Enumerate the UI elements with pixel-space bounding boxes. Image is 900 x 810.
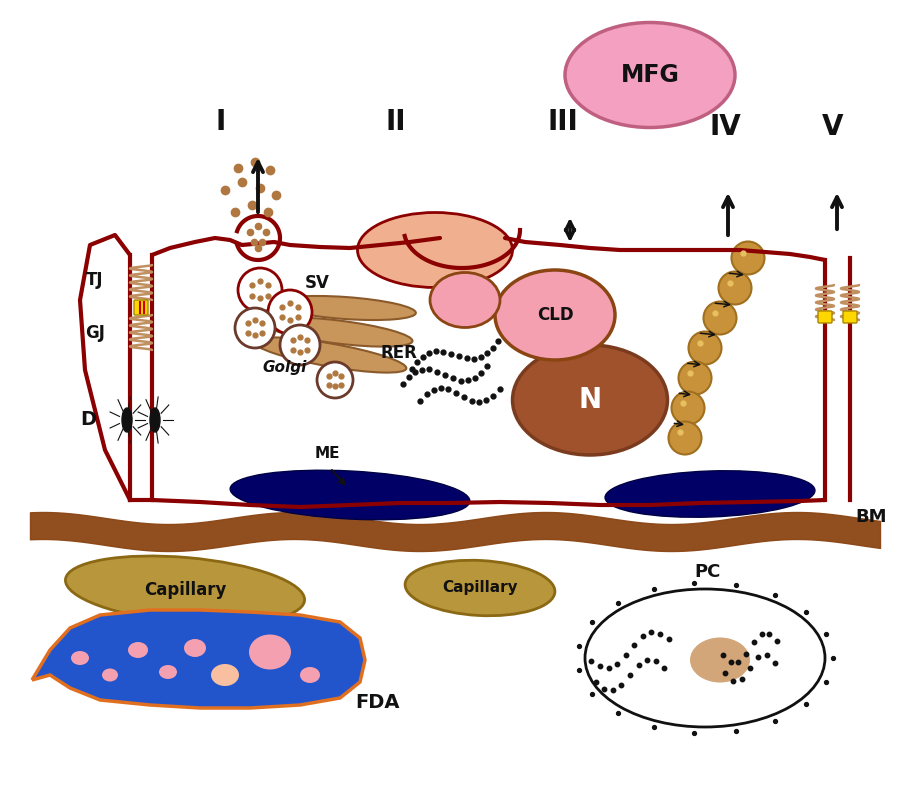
Text: Capillary: Capillary — [442, 581, 518, 595]
Circle shape — [718, 271, 752, 305]
Ellipse shape — [690, 637, 750, 683]
Circle shape — [280, 325, 320, 365]
Text: ME: ME — [315, 446, 340, 461]
Text: FDA: FDA — [355, 693, 400, 712]
Ellipse shape — [71, 651, 89, 665]
Ellipse shape — [405, 561, 555, 616]
Ellipse shape — [512, 345, 668, 455]
Circle shape — [679, 361, 712, 394]
Text: II: II — [385, 108, 406, 136]
Text: Capillary: Capillary — [144, 581, 226, 599]
FancyBboxPatch shape — [843, 311, 857, 323]
PathPatch shape — [32, 610, 365, 708]
Ellipse shape — [357, 212, 512, 288]
Text: III: III — [548, 108, 579, 136]
Circle shape — [732, 241, 764, 275]
Text: Golgi: Golgi — [263, 360, 307, 376]
Ellipse shape — [254, 338, 406, 373]
Ellipse shape — [159, 665, 177, 679]
Ellipse shape — [211, 664, 239, 686]
Text: V: V — [822, 113, 843, 141]
Text: CLD: CLD — [536, 306, 573, 324]
Circle shape — [671, 391, 705, 424]
Text: GJ: GJ — [86, 324, 105, 342]
Ellipse shape — [430, 272, 500, 327]
Ellipse shape — [605, 471, 814, 518]
Circle shape — [688, 331, 722, 364]
Text: MFG: MFG — [621, 63, 680, 87]
Circle shape — [235, 308, 275, 348]
Circle shape — [238, 268, 282, 312]
Text: I: I — [215, 108, 225, 136]
Circle shape — [317, 362, 353, 398]
FancyBboxPatch shape — [134, 300, 148, 315]
Ellipse shape — [128, 642, 148, 658]
Circle shape — [268, 290, 312, 334]
Text: SV: SV — [305, 274, 330, 292]
Text: PC: PC — [695, 563, 721, 581]
Ellipse shape — [122, 408, 132, 432]
Text: IV: IV — [710, 113, 742, 141]
Ellipse shape — [150, 408, 160, 432]
Ellipse shape — [565, 23, 735, 127]
Ellipse shape — [264, 318, 412, 347]
Text: BM: BM — [855, 508, 886, 526]
Text: RER: RER — [380, 344, 417, 362]
Ellipse shape — [102, 668, 118, 681]
Circle shape — [704, 301, 736, 335]
Ellipse shape — [230, 471, 470, 520]
Ellipse shape — [585, 589, 825, 727]
Ellipse shape — [249, 634, 291, 670]
Text: TJ: TJ — [86, 271, 104, 289]
Ellipse shape — [300, 667, 320, 683]
Ellipse shape — [184, 639, 206, 657]
FancyBboxPatch shape — [818, 311, 832, 323]
Text: N: N — [579, 386, 601, 414]
Ellipse shape — [495, 270, 615, 360]
Circle shape — [669, 421, 701, 454]
Ellipse shape — [66, 556, 304, 624]
Ellipse shape — [274, 296, 416, 320]
Text: D: D — [80, 411, 96, 429]
